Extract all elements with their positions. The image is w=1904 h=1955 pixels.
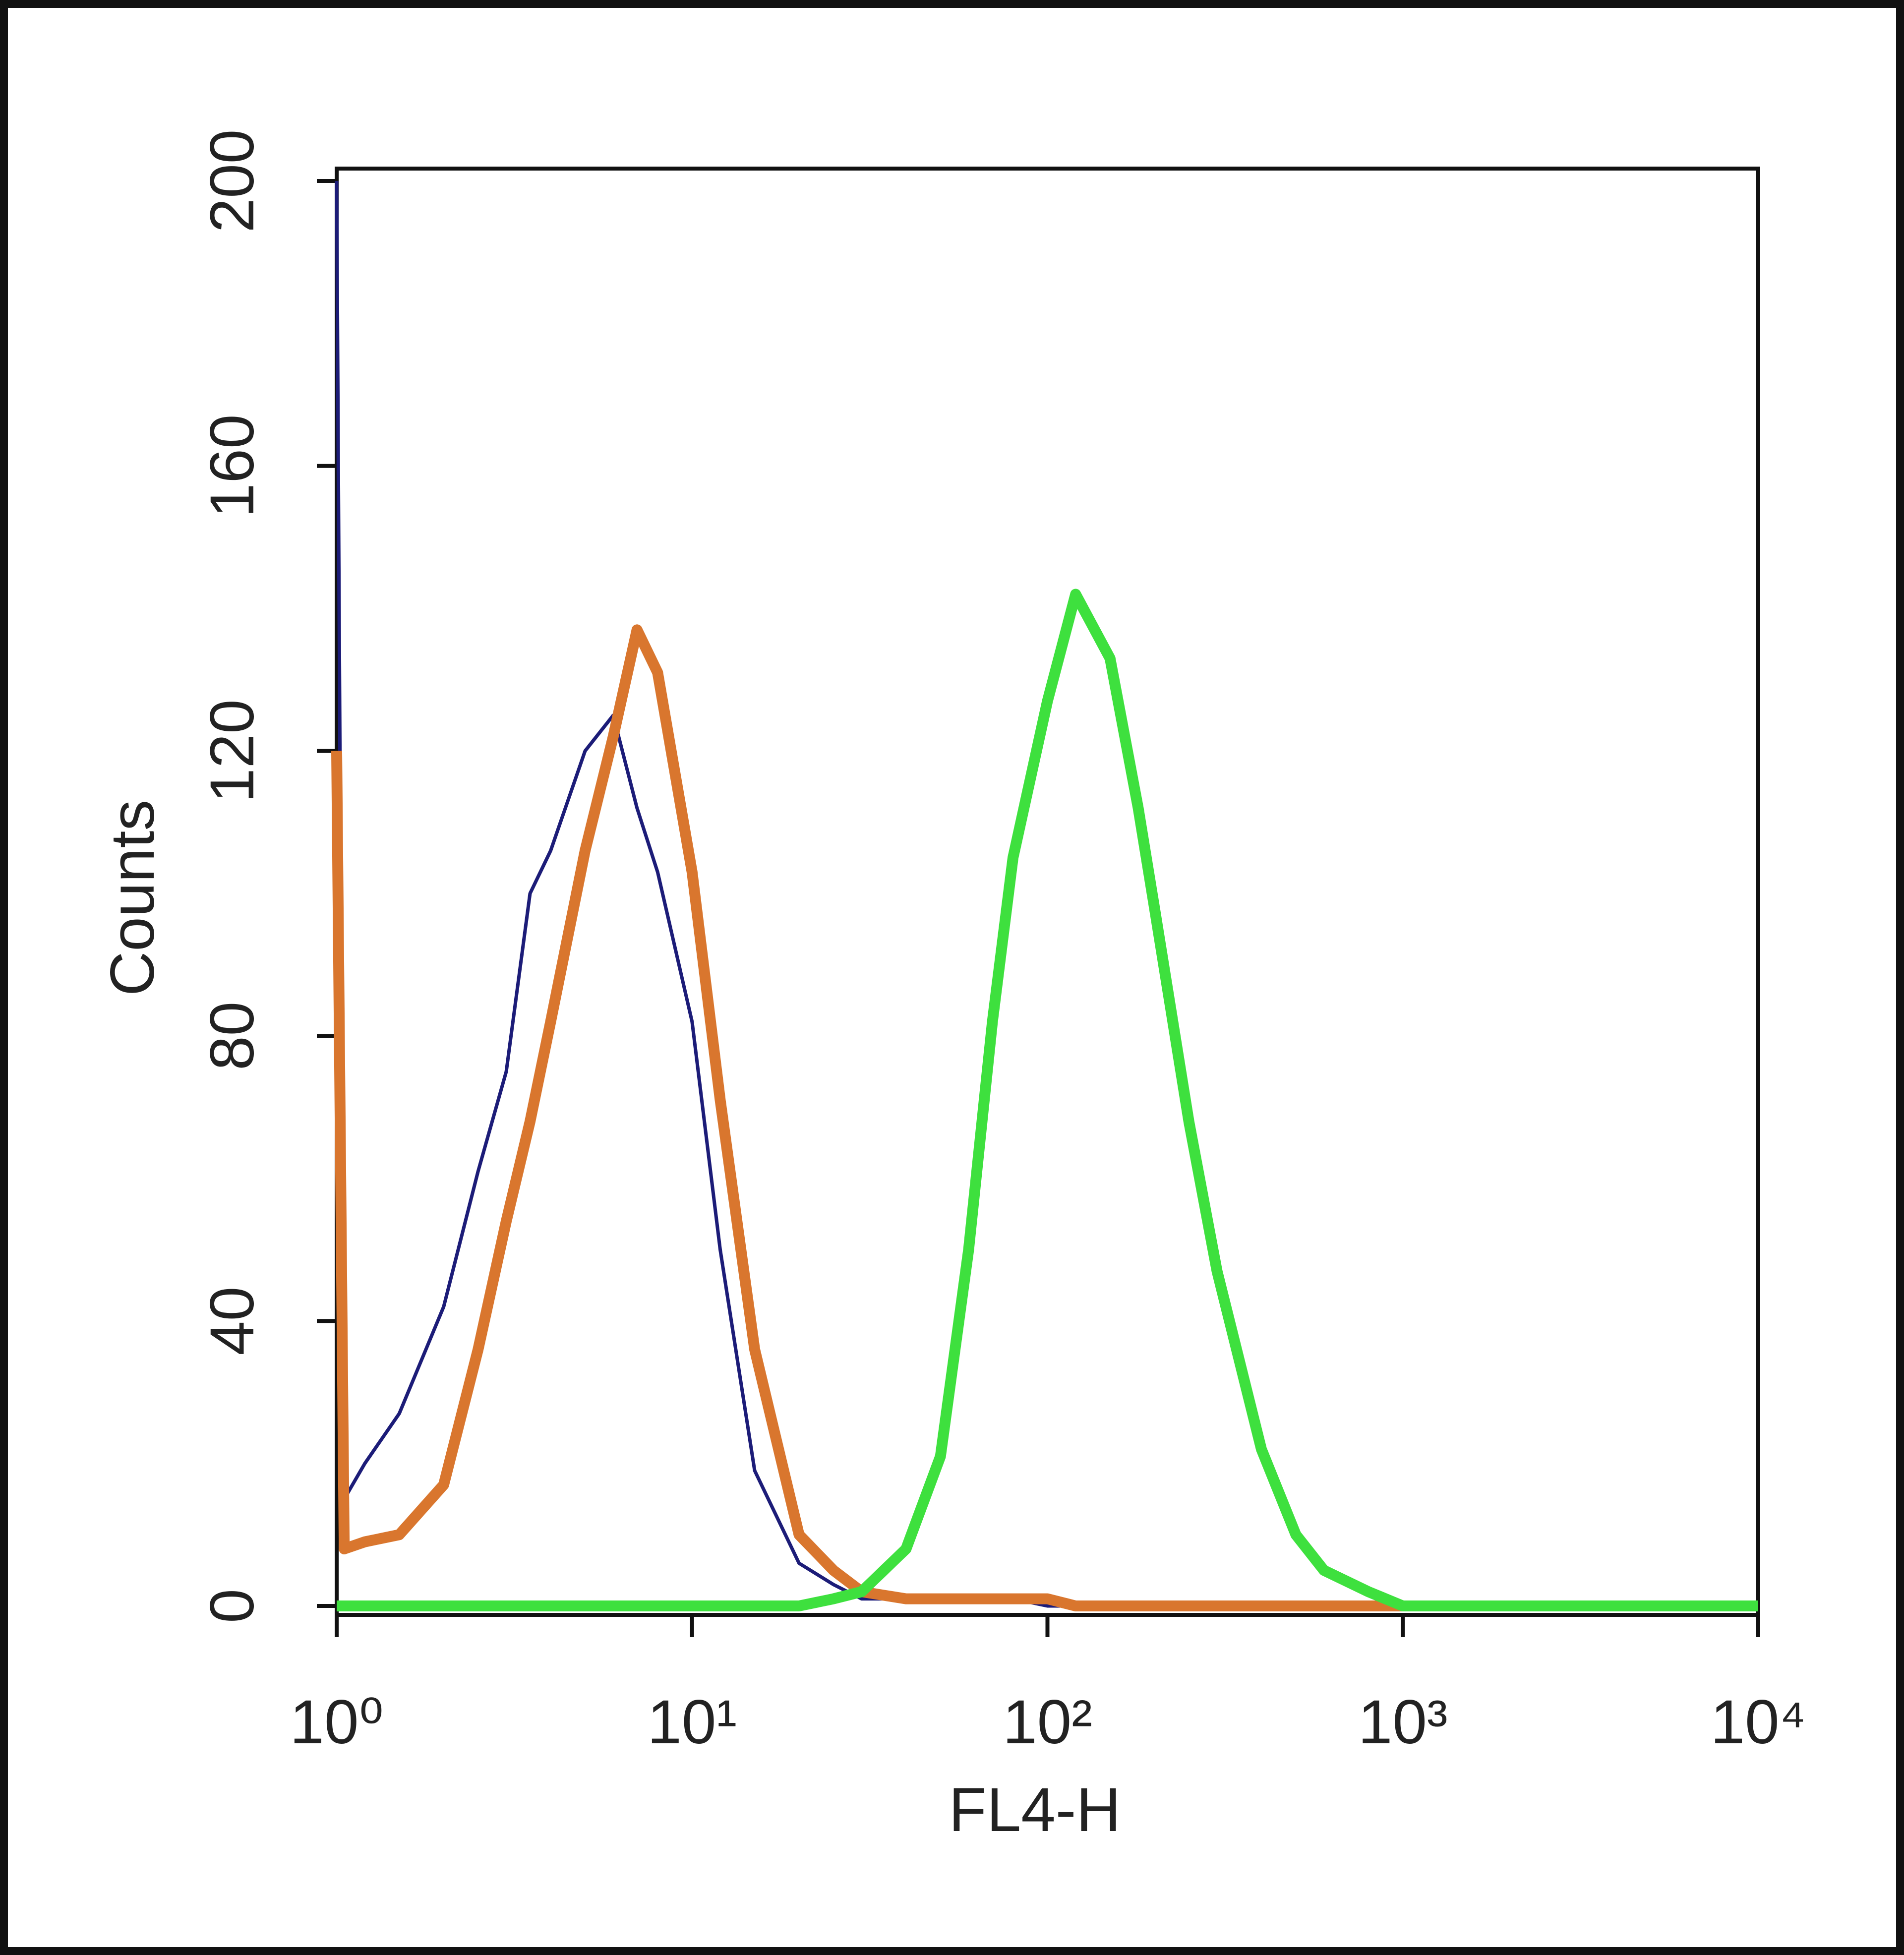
y-tick-label: 80 bbox=[198, 1002, 267, 1070]
x-tick-label: 10³ bbox=[1358, 1688, 1448, 1757]
x-axis-label: FL4-H bbox=[949, 1776, 1121, 1844]
y-tick-label: 200 bbox=[198, 129, 267, 233]
y-tick-label: 160 bbox=[198, 415, 267, 518]
x-tick-label: 10¹ bbox=[647, 1688, 737, 1757]
y-tick-label: 0 bbox=[198, 1589, 267, 1623]
x-tick-label: 10⁴ bbox=[1711, 1688, 1806, 1757]
x-tick-label: 10² bbox=[1003, 1688, 1092, 1757]
y-tick-label: 120 bbox=[198, 699, 267, 803]
histogram-line bbox=[337, 589, 1758, 1611]
x-tick-label: 10⁰ bbox=[290, 1688, 383, 1757]
y-tick-label: 40 bbox=[198, 1287, 267, 1356]
y-axis-label: Counts bbox=[98, 800, 167, 996]
